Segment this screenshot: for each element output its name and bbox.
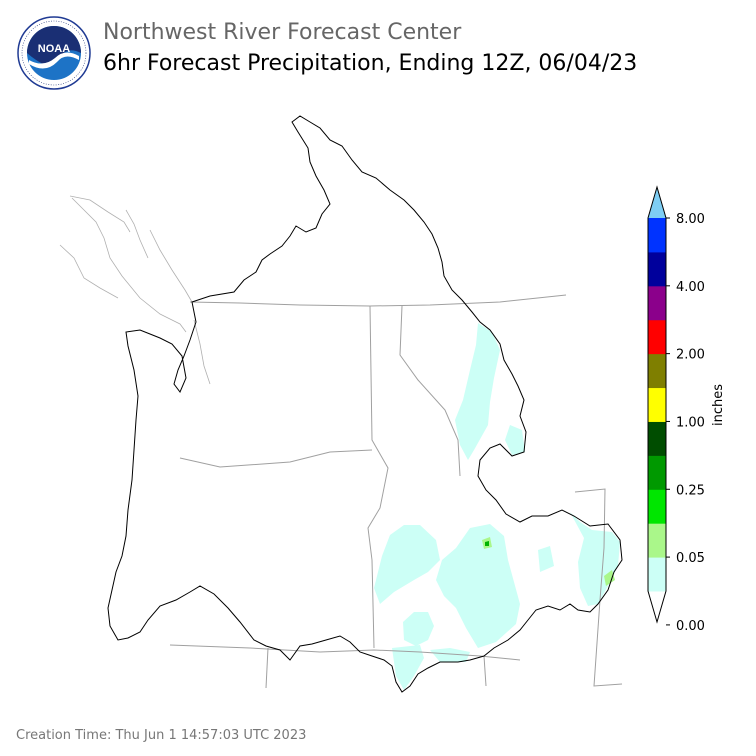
colorbar-tick-label: 2.00: [676, 348, 705, 363]
colorbar-outline: [647, 185, 667, 624]
basin-outline: [107, 115, 623, 693]
colorbar-tick-label: 0.05: [676, 551, 705, 566]
colorbar-segment: [648, 557, 666, 592]
logo-text: NOAA: [38, 43, 70, 55]
noaa-logo: NOAA: [17, 16, 91, 90]
colorbar-segment: [648, 455, 666, 490]
colorbar-segment: [648, 353, 666, 389]
colorbar-segment: [648, 489, 666, 524]
colorbar-label: inches: [711, 384, 726, 426]
colorbar-segment: [648, 251, 666, 287]
colorbar-segment: [648, 523, 666, 558]
chart-subtitle: 6hr Forecast Precipitation, Ending 12Z, …: [103, 51, 638, 76]
state-boundaries: [169, 294, 623, 689]
coastline-canada: [59, 195, 211, 385]
colorbar-segment: [648, 218, 666, 253]
chart-title: Northwest River Forecast Center: [103, 20, 462, 45]
colorbar-segment: [648, 421, 666, 456]
colorbar-segment: [648, 387, 666, 422]
colorbar-tick-label: 1.00: [676, 415, 705, 430]
colorbar-segments: [648, 187, 666, 622]
colorbar-segment: [648, 285, 666, 321]
colorbar-tick-label: 0.25: [676, 483, 705, 498]
precip-area-moderate: [485, 541, 489, 546]
colorbar-tick-label: 4.00: [676, 280, 705, 295]
colorbar-tick-label: 0.00: [676, 619, 705, 634]
colorbar-segment: [648, 187, 666, 218]
colorbar-tick-label: 8.00: [676, 212, 705, 227]
colorbar-segment: [648, 319, 666, 355]
colorbar-segment: [648, 591, 666, 622]
colorbar-ticks: 8.00 4.00 2.00 1.00 0.25 0.05 0.00: [666, 212, 705, 634]
creation-time: Creation Time: Thu Jun 1 14:57:03 UTC 20…: [16, 728, 307, 743]
